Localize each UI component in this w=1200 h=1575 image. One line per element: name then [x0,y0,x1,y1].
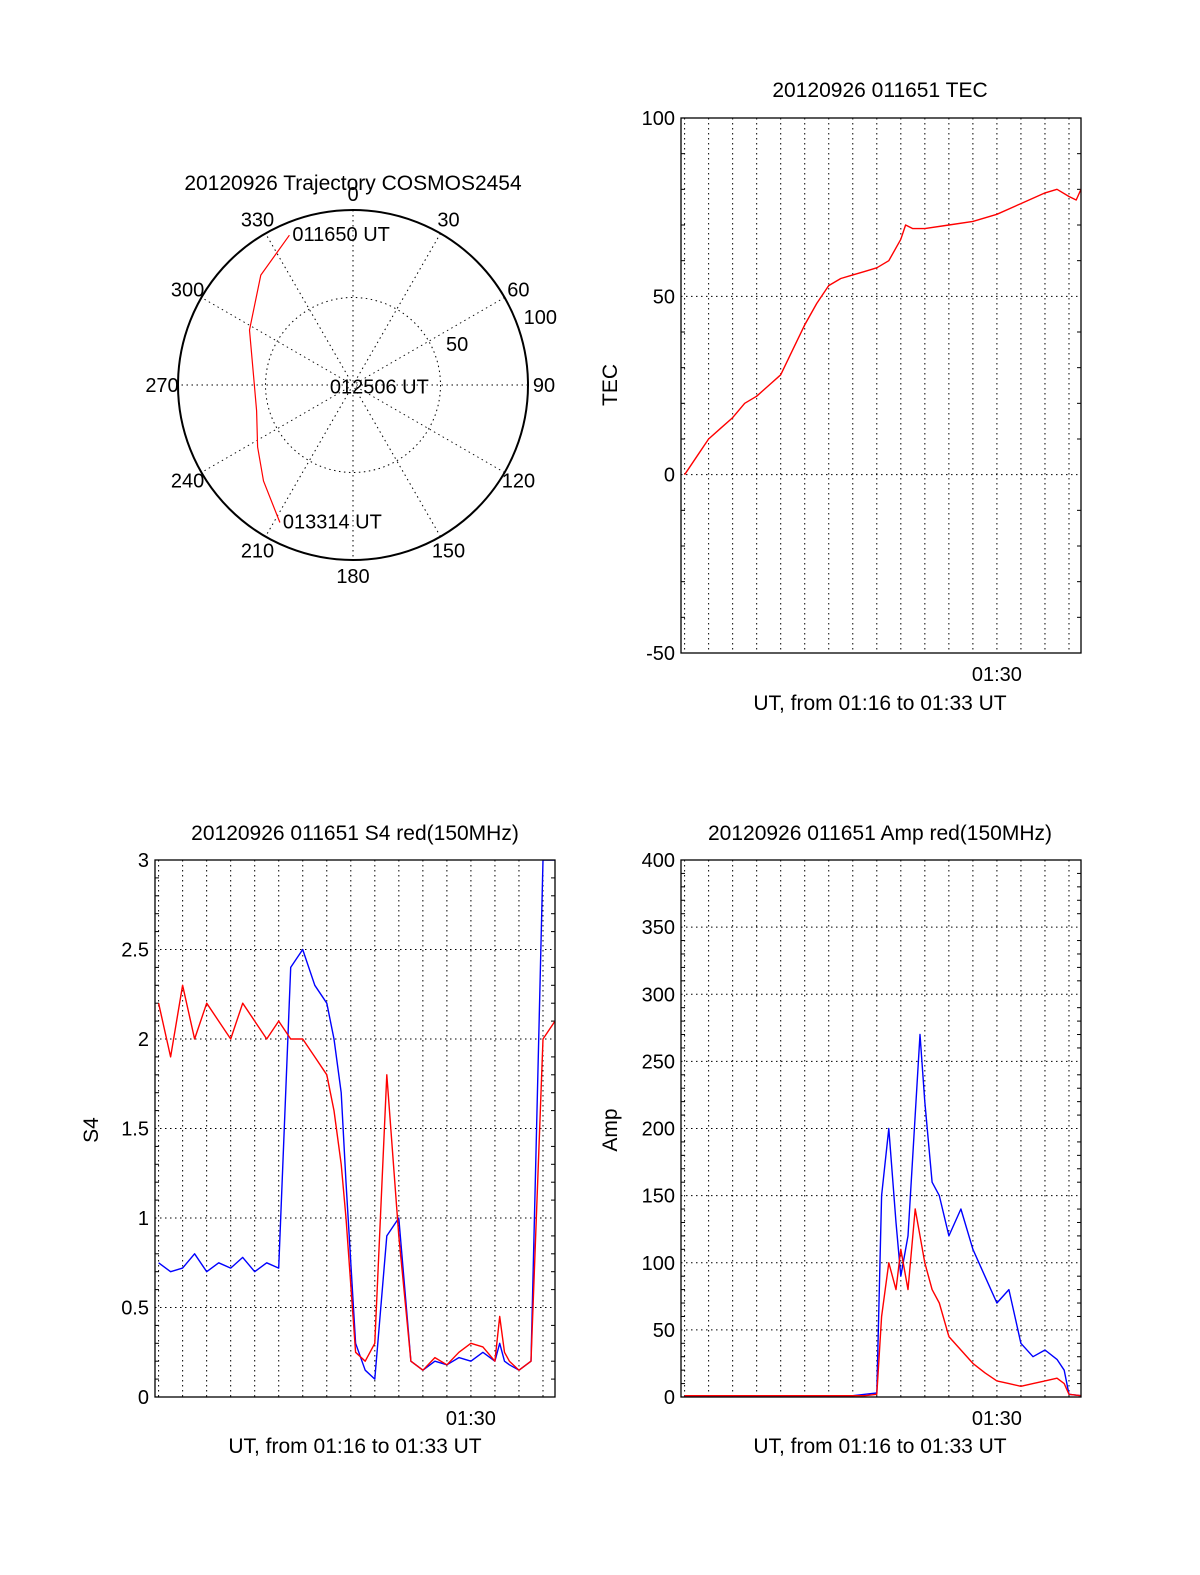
s4-xlabel: UT, from 01:16 to 01:33 UT [228,1435,481,1458]
amp-xlabel: UT, from 01:16 to 01:33 UT [753,1435,1006,1458]
s4-ytick-label: 2.5 [121,940,149,962]
s4-plot-frame [154,859,556,1398]
tec-title: 20120926 011651 TEC [772,79,987,102]
s4-title: 20120926 011651 S4 red(150MHz) [191,822,519,845]
polar-angle-label: 210 [241,540,274,562]
polar-angle-label: 150 [432,540,465,562]
s4-ytick-label: 0 [138,1387,149,1409]
polar-spoke-line [265,233,441,537]
trajectory-title: 20120926 Trajectory COSMOS2454 [184,172,522,195]
amp-ytick-label: 150 [642,1186,675,1208]
amp-ytick-label: 0 [664,1387,675,1409]
amp-ylabel: Amp [599,1108,622,1151]
tec-red-series-line [684,188,1081,476]
polar-inner-circle [265,297,441,473]
polar-radius-label: 50 [446,334,468,356]
tec-xtick-label: 01:30 [972,664,1022,686]
s4-ylabel: S4 [80,1117,103,1143]
tec-ylabel: TEC [599,364,622,406]
amp-ytick-label: 400 [642,850,675,872]
amp-ytick-label: 50 [653,1320,675,1342]
tec-xlabel: UT, from 01:16 to 01:33 UT [753,692,1006,715]
s4-ytick-label: 1.5 [121,1119,149,1141]
polar-angle-label: 180 [336,566,369,588]
trajectory-time-label: 012506 UT [330,376,429,398]
s4-series-group [157,860,555,1380]
tec-ytick-label: -50 [646,643,675,665]
polar-angle-label: 0 [347,184,358,206]
polar-angle-label: 240 [171,471,204,493]
trajectory-polar-plot: 20120926 Trajectory COSMOS2454 0 30 60 90 12… [145,172,557,588]
tec-plot-frame [680,117,1082,654]
polar-angle-label: 270 [145,375,178,397]
s4-xtick-label: 01:30 [446,1408,496,1430]
amp-ytick-label: 250 [642,1051,675,1073]
s4-blue-series-line [158,860,555,1380]
s4-red-series-line [157,984,555,1371]
amp-xtick-label: 01:30 [972,1408,1022,1430]
polar-angle-label: 90 [533,375,555,397]
polar-angle-label: 330 [241,210,274,232]
amp-ytick-label: 300 [642,984,675,1006]
polar-angle-label: 120 [502,471,535,493]
trajectory-time-label: 011650 UT [292,224,389,246]
amp-ytick-label: 100 [642,1253,675,1275]
tec-ytick-label: 100 [642,108,675,130]
s4-ytick-label: 2 [138,1029,149,1051]
amp-red-series-line [684,1208,1081,1397]
s4-ytick-label: 1 [138,1208,149,1230]
amp-title: 20120926 011651 Amp red(150MHz) [708,822,1052,845]
s4-ytick-label: 0.5 [121,1298,149,1320]
trajectory-time-label: 013314 UT [283,512,382,534]
tec-chart: 20120926 011651 TEC UT, from 01:16 to 01… [599,79,1082,715]
amp-blue-series-line [684,1033,1081,1397]
polar-angle-label: 30 [437,210,459,232]
polar-angle-label: 300 [171,280,204,302]
tec-ytick-label: 50 [653,286,675,308]
polar-angle-label: 60 [507,280,529,302]
amp-ytick-label: 350 [642,917,675,939]
trajectory-line [248,234,290,523]
tec-series-group [684,188,1081,476]
amp-chart: 20120926 011651 Amp red(150MHz) UT, from… [599,822,1082,1458]
s4-ytick-label: 3 [138,850,149,872]
tec-ytick-label: 0 [664,465,675,487]
amp-plot-frame [680,859,1082,1398]
polar-radius-label: 100 [524,307,557,329]
amp-series-group [684,1033,1081,1397]
amp-ytick-label: 200 [642,1119,675,1141]
s4-chart: 20120926 011651 S4 red(150MHz) UT, from … [80,822,556,1458]
